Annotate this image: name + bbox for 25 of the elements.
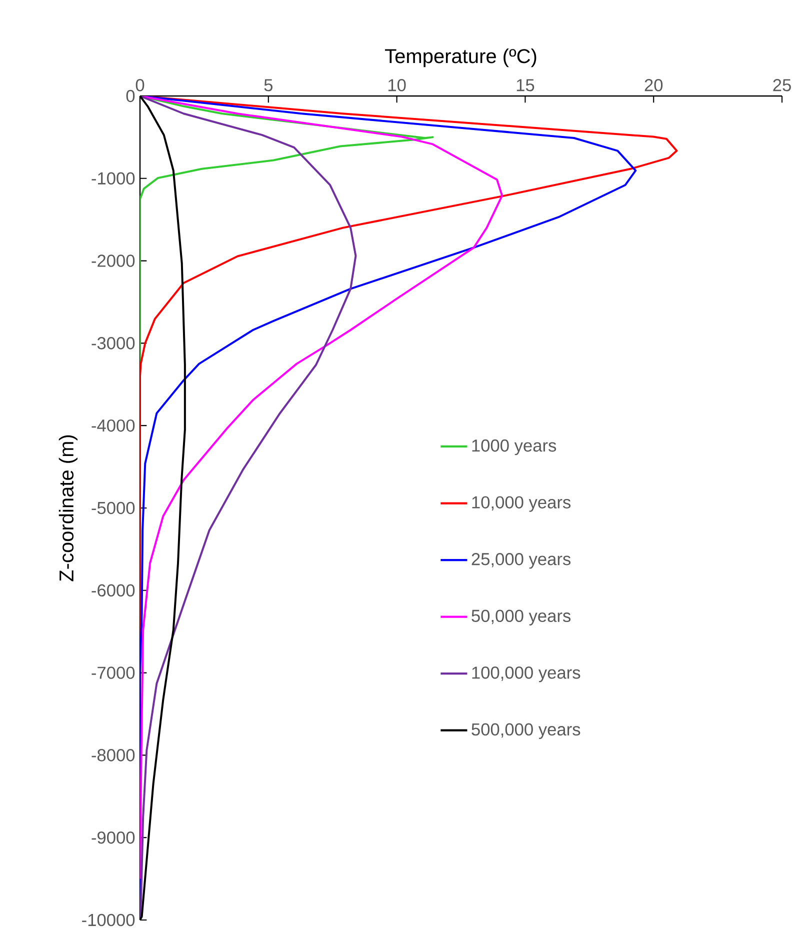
y-tick-label: -9000 [92,831,135,844]
y-tick-label: -4000 [92,419,135,432]
legend-label: 100,000 years [472,666,580,682]
legend-label: 500,000 years [472,723,580,739]
y-tick-label: -5000 [92,502,135,514]
y-tick-label: -10000 [82,914,135,926]
legend-label: 25,000 years [472,552,571,569]
legend-label: 10,000 years [472,496,571,512]
x-tick-label: 5 [264,79,272,92]
y-tick-label: -3000 [92,337,135,350]
x-tick-label: 25 [773,79,791,92]
legend-label: 1000 years [472,439,556,456]
legend-label: 50,000 years [472,610,571,626]
y-tick-label: 0 [126,90,135,102]
y-tick-label: -8000 [92,749,135,762]
x-tick-label: 0 [136,79,144,92]
x-tick-label: 15 [516,79,534,92]
x-tick-label: 20 [644,79,663,92]
y-tick-label: -7000 [92,666,135,679]
y-tick-label: -6000 [92,584,135,597]
y-axis-title: Z-coordinate (m) [58,435,78,582]
y-tick-label: -1000 [92,172,135,185]
x-axis-title: Temperature (ºC) [384,48,536,68]
y-tick-label: -2000 [92,254,135,267]
x-tick-label: 10 [388,79,406,92]
